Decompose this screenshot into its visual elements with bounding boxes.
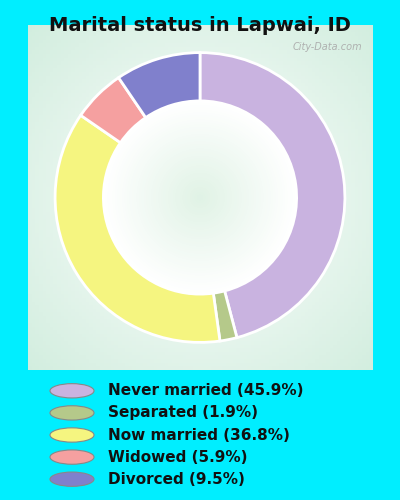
Circle shape — [110, 108, 290, 287]
Circle shape — [139, 137, 261, 258]
Text: Marital status in Lapwai, ID: Marital status in Lapwai, ID — [49, 16, 351, 35]
Circle shape — [161, 158, 239, 236]
Circle shape — [166, 164, 234, 232]
Circle shape — [192, 190, 208, 205]
Text: Never married (45.9%): Never married (45.9%) — [108, 384, 304, 398]
Circle shape — [154, 152, 246, 244]
Circle shape — [168, 166, 232, 229]
Circle shape — [115, 112, 285, 282]
Circle shape — [190, 188, 210, 208]
Circle shape — [197, 194, 203, 200]
Circle shape — [178, 176, 222, 220]
Circle shape — [113, 110, 287, 285]
Text: Now married (36.8%): Now married (36.8%) — [108, 428, 290, 442]
Circle shape — [149, 146, 251, 248]
Circle shape — [159, 156, 242, 239]
Circle shape — [146, 144, 254, 251]
Circle shape — [50, 406, 94, 420]
Circle shape — [118, 115, 282, 280]
Wedge shape — [81, 78, 146, 142]
Circle shape — [108, 106, 292, 290]
Circle shape — [122, 120, 278, 275]
Circle shape — [188, 185, 212, 210]
Circle shape — [132, 130, 268, 266]
Text: City-Data.com: City-Data.com — [292, 42, 362, 52]
Circle shape — [142, 139, 258, 256]
Circle shape — [137, 134, 263, 260]
Circle shape — [127, 124, 273, 270]
Wedge shape — [55, 116, 220, 342]
Circle shape — [185, 182, 215, 212]
Circle shape — [50, 450, 94, 464]
Circle shape — [103, 100, 297, 294]
Circle shape — [176, 173, 224, 222]
Circle shape — [173, 170, 227, 224]
Circle shape — [144, 142, 256, 254]
Text: Widowed (5.9%): Widowed (5.9%) — [108, 450, 248, 464]
Circle shape — [183, 180, 217, 215]
Wedge shape — [213, 291, 237, 341]
Circle shape — [125, 122, 275, 272]
Circle shape — [50, 428, 94, 442]
Circle shape — [50, 384, 94, 398]
Circle shape — [130, 127, 270, 268]
Text: Divorced (9.5%): Divorced (9.5%) — [108, 472, 245, 486]
Wedge shape — [200, 52, 345, 338]
Circle shape — [195, 192, 205, 202]
Wedge shape — [118, 52, 200, 118]
Circle shape — [151, 149, 249, 246]
Text: Separated (1.9%): Separated (1.9%) — [108, 406, 258, 420]
Circle shape — [120, 118, 280, 278]
Circle shape — [164, 161, 236, 234]
Circle shape — [134, 132, 266, 263]
Circle shape — [171, 168, 229, 227]
Circle shape — [50, 472, 94, 486]
Circle shape — [180, 178, 220, 217]
Circle shape — [106, 103, 294, 292]
Circle shape — [156, 154, 244, 242]
